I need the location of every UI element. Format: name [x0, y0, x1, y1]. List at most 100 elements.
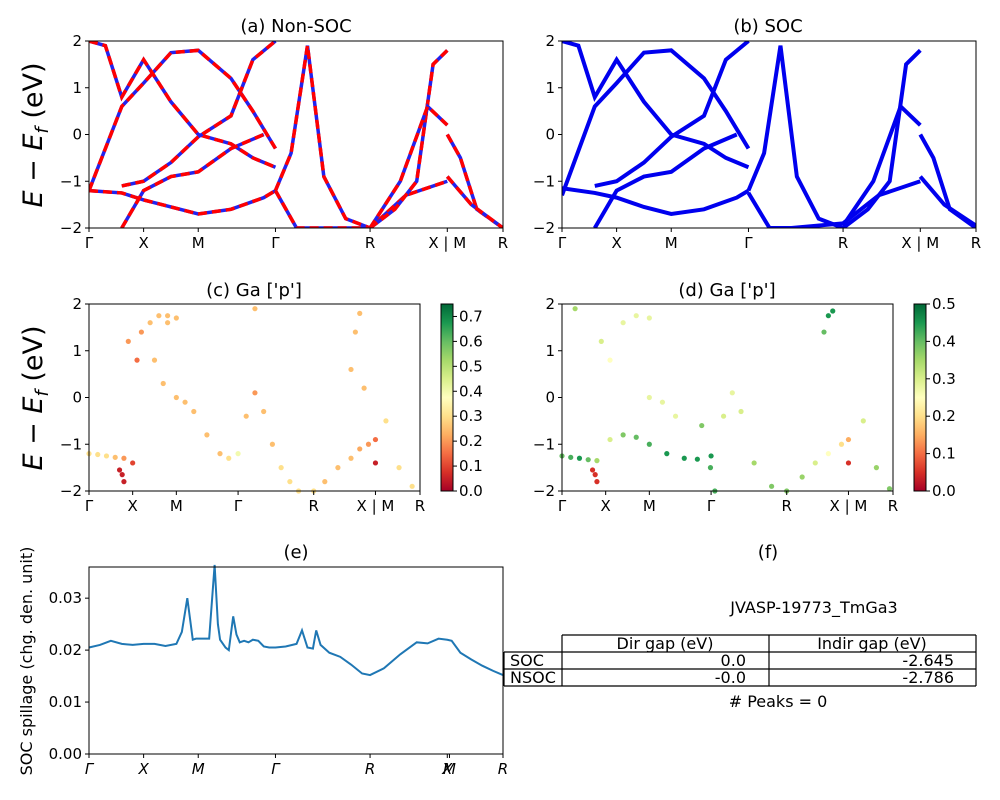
- projection-point-16: [607, 357, 613, 363]
- cbar-d-tick-label: 0.0: [932, 482, 956, 500]
- projection-point-22: [217, 451, 223, 457]
- projection-point-20: [191, 408, 197, 415]
- soc-band-3: [594, 41, 750, 188]
- material-id: JVASP-19773_TmGa3: [729, 598, 897, 618]
- panel-a-xtick-label: M: [192, 234, 205, 252]
- projection-point-35: [348, 455, 354, 461]
- svg-text:E − Ef (eV): E − Ef (eV): [18, 63, 53, 208]
- panel-a-xtick-label: X: [138, 234, 148, 252]
- panel-c-title: (c) Ga ['p']: [206, 280, 302, 301]
- panel-c-xtick-label: Γ: [85, 497, 94, 515]
- projection-point-43: [886, 486, 893, 492]
- projection-point-14: [173, 315, 179, 321]
- panel-a-plot-area: [89, 41, 503, 228]
- panel-e-xtick-label: X: [137, 760, 149, 778]
- panel-b-ytick-label: 1: [545, 79, 555, 97]
- panel-b-ytick-label: 0: [545, 126, 555, 144]
- panel-e-xtick-label: R: [365, 760, 375, 778]
- header-dir-gap: Dir gap (eV): [617, 634, 714, 653]
- panel-c-xtick-label: R: [415, 497, 425, 515]
- panel-b-xtick-label: X: [611, 234, 621, 252]
- projection-point-24: [707, 465, 714, 471]
- projection-point-3: [585, 457, 591, 463]
- row-soc-label: SOC: [510, 651, 544, 670]
- panel-b-xtick-label: M: [665, 234, 678, 252]
- ylabel-mid-sub: f: [32, 388, 53, 397]
- projection-point-37: [845, 460, 852, 466]
- projection-point-30: [769, 483, 775, 489]
- panel-b-plot-area: [562, 41, 976, 228]
- info-panel: JVASP-19773_TmGa3 Dir gap (eV) Indir gap…: [503, 598, 977, 711]
- projection-point-1: [95, 451, 101, 458]
- projection-point-23: [699, 422, 705, 429]
- projection-point-29: [278, 465, 284, 471]
- cbar-c-tick-label: 0.5: [459, 357, 483, 375]
- panel-d-frame: [561, 303, 894, 492]
- panel-e-ytick-label: 0.02: [49, 641, 82, 659]
- peaks-count: # Peaks = 0: [729, 692, 828, 711]
- projection-point-13: [165, 313, 171, 319]
- panel-c-xtick-label: X: [128, 497, 138, 515]
- panel-b-xtick-label: R: [838, 234, 848, 252]
- ylabel-top: E − Ef (eV): [18, 63, 53, 208]
- projection-point-20: [646, 394, 652, 401]
- projection-point-26: [720, 413, 727, 419]
- projection-point-42: [873, 465, 880, 471]
- cbar-c-tick-label: 0.2: [459, 432, 483, 450]
- projection-point-47: [252, 306, 258, 312]
- projection-point-22: [672, 413, 679, 419]
- panel-e-xtick-label: X: [441, 760, 453, 778]
- projection-point-26: [252, 390, 258, 396]
- soc-band-4: [593, 132, 738, 228]
- nonsoc-band-7: [369, 49, 449, 228]
- projection-point-44: [572, 306, 578, 312]
- panel-d-ytick-label: 2: [545, 295, 555, 313]
- svg-text:E − Ef (eV): E − Ef (eV): [18, 326, 53, 471]
- projection-point-16: [151, 357, 158, 363]
- cbar-c-tick-label: 0.1: [459, 457, 483, 475]
- projection-point-38: [372, 436, 379, 443]
- panel-a-xtick-label: Γ: [271, 234, 280, 252]
- panel-e-ytick-label: 0.00: [49, 745, 82, 763]
- panel-b-ytick-label: 2: [545, 32, 555, 50]
- projection-point-40: [830, 308, 836, 314]
- panel-a-ytick-label: 1: [72, 79, 82, 97]
- panel-a-ytick-label: −2: [60, 219, 82, 237]
- panel-d-xtick-label: R: [781, 497, 791, 515]
- panel-e-xtick-label: M: [443, 760, 456, 778]
- panel-c-frame: [88, 303, 421, 492]
- panel-b-ytick-label: −1: [533, 172, 555, 190]
- soc-band-10: [918, 175, 976, 228]
- panel-c-xtick-label: R: [308, 497, 318, 515]
- projection-point-3: [112, 454, 118, 460]
- projection-point-5: [589, 467, 596, 473]
- panel-a-xtick-label: R: [498, 234, 508, 252]
- projection-point-6: [592, 472, 598, 478]
- soc-band-5: [746, 45, 844, 228]
- cbar-c-tick-label: 0.7: [459, 307, 483, 325]
- panel-d-ytick-label: 0: [545, 389, 555, 407]
- panel-d-ytick-label: 1: [545, 342, 555, 360]
- panel-a-xtick-label: R: [365, 234, 375, 252]
- panel-d-xtick-label: M: [643, 497, 656, 515]
- panel-a-title: (a) Non-SOC: [240, 16, 351, 37]
- cbar-d-tick-label: 0.5: [932, 295, 956, 313]
- panel-a-xtick-label: X | M: [428, 234, 466, 252]
- projection-point-45: [598, 338, 604, 344]
- projection-point-18: [173, 394, 179, 401]
- projection-point-9: [620, 432, 626, 438]
- panel-a-ytick-label: −1: [60, 172, 82, 190]
- projection-point-45: [396, 465, 402, 471]
- projection-point-21: [204, 432, 210, 438]
- projection-point-12: [156, 313, 162, 319]
- panel-c-ytick-label: −1: [60, 435, 82, 453]
- projection-point-10: [138, 329, 145, 335]
- projection-point-35: [838, 441, 845, 447]
- soc-band-6: [746, 179, 921, 228]
- panel-a-ytick-label: 0: [72, 126, 82, 144]
- projection-point-23: [226, 455, 232, 461]
- panel-d-xtick-label: Γ: [707, 497, 716, 515]
- panel-f-title: (f): [758, 542, 778, 563]
- colorbar-d: 0.0 0.1 0.2 0.3 0.4 0.5: [913, 295, 956, 500]
